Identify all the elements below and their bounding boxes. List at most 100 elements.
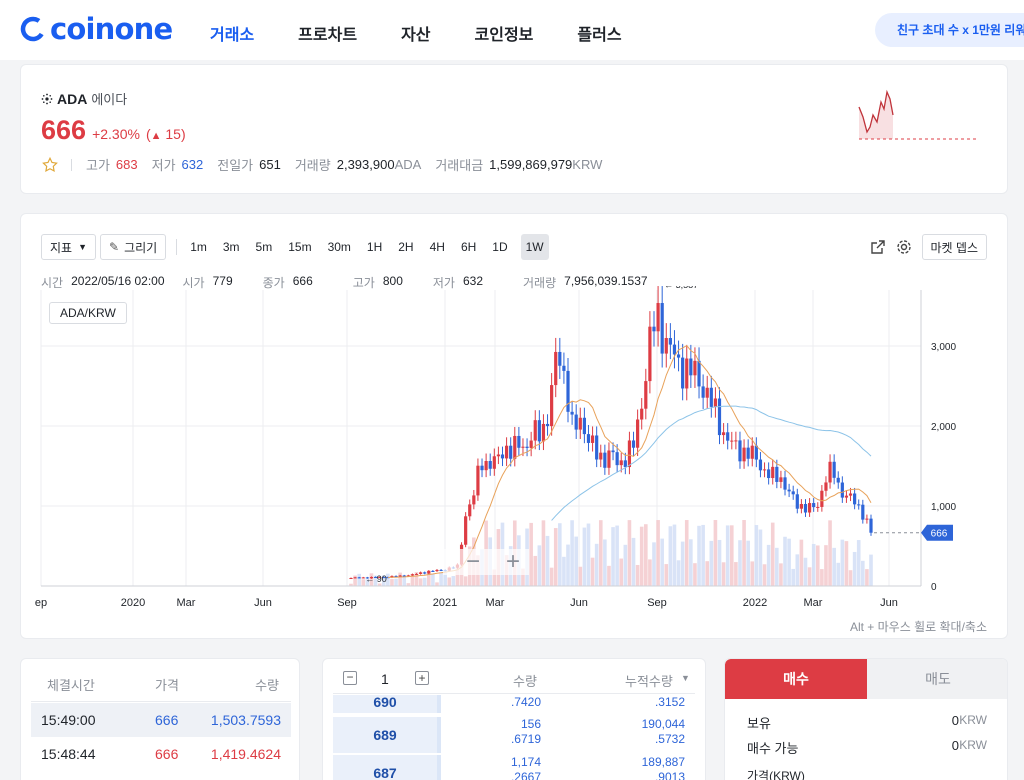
cardano-icon — [41, 93, 53, 104]
volume-bar — [725, 525, 730, 586]
tf-1h[interactable]: 1H — [366, 240, 383, 254]
prev-label: 전일가 — [217, 158, 254, 173]
tf-4h[interactable]: 4H — [429, 240, 445, 254]
depth-bar — [437, 695, 441, 713]
star-icon[interactable] — [41, 156, 59, 174]
x-tick-label: Sep — [337, 597, 357, 609]
avail-unit: KRW — [959, 738, 987, 752]
price-cell: 687 — [333, 755, 437, 780]
volume-bar — [381, 575, 386, 586]
candle-body — [869, 518, 873, 533]
candle-body — [627, 440, 632, 468]
nav-prochart[interactable]: 프로차트 — [298, 27, 358, 44]
candle-body — [369, 576, 374, 579]
volume-bar — [701, 524, 705, 586]
coin-title[interactable]: ADA 에이다 — [41, 89, 127, 108]
volume-bars — [349, 520, 873, 586]
candle-body — [803, 504, 808, 513]
volume-bar — [418, 578, 423, 586]
change-abs: 15 — [165, 126, 181, 142]
last-price-label: 666 — [931, 529, 948, 540]
volume-bar — [390, 579, 394, 586]
market-depth-button[interactable]: 마켓 뎁스 — [921, 234, 987, 260]
nav-coin-info[interactable]: 코인정보 — [474, 27, 534, 44]
volume-bar — [558, 523, 562, 586]
tf-30m[interactable]: 30m — [327, 240, 351, 254]
volume-bar — [738, 540, 742, 586]
candle-body — [795, 494, 799, 509]
nav-plus[interactable]: 플러스 — [577, 27, 622, 44]
nav-exchange[interactable]: 거래소 — [210, 27, 255, 44]
candle-body — [832, 461, 836, 478]
tf-5m[interactable]: 5m — [255, 240, 273, 254]
sort-down-icon[interactable]: ▼ — [681, 673, 690, 683]
main-nav: 거래소 프로차트 자산 코인정보 플러스 — [210, 21, 666, 45]
volume-bar — [766, 544, 771, 586]
tf-3m[interactable]: 3m — [222, 240, 240, 254]
pair-label: ADA/KRW — [49, 302, 127, 324]
caret-down-icon: ▼ — [78, 242, 88, 252]
zoom-out-icon: − — [466, 548, 480, 575]
tf-1d[interactable]: 1D — [492, 240, 508, 254]
candle-body — [468, 504, 472, 517]
volume-bar — [533, 555, 538, 586]
volume-bar — [746, 540, 750, 586]
buy-tab[interactable]: 매수 — [725, 659, 867, 699]
last-price-tag — [921, 524, 953, 541]
trade-row: 15:49:00 666 1,503.7593 — [31, 703, 291, 737]
price-chart[interactable]: ep 2020 Mar Jun Sep 2021 Mar Jun Sep 2022 Mar Jun 0 1… — [21, 286, 1007, 616]
hold-label: 보유 — [747, 716, 771, 731]
candle-body — [816, 506, 820, 508]
tf-1m[interactable]: 1m — [190, 240, 207, 254]
candle-body — [861, 504, 865, 520]
draw-button[interactable]: ✎ 그리기 — [100, 234, 167, 260]
candle-body — [820, 490, 824, 507]
volume-bar — [611, 527, 615, 586]
plus-icon[interactable]: + — [415, 671, 429, 685]
sell-tab[interactable]: 매도 — [867, 659, 1007, 699]
candle-body — [517, 435, 521, 448]
coinone-logo[interactable]: coinone — [20, 12, 173, 46]
candle-body — [709, 387, 713, 407]
tf-2h[interactable]: 2H — [398, 240, 414, 254]
price-cell: 689 — [333, 717, 437, 753]
volume-bar — [521, 568, 525, 586]
candle-body — [599, 452, 603, 460]
orderbook-row[interactable]: 687 1,174 .2667 189,887 .9013 — [333, 755, 695, 780]
nav-assets[interactable]: 자산 — [401, 27, 431, 44]
promo-banner[interactable]: 친구 초대 수 x 1만원 리워 — [875, 13, 1024, 47]
tf-1w[interactable]: 1W — [520, 234, 549, 260]
popout-icon[interactable] — [870, 239, 886, 255]
volume-bar — [549, 567, 554, 586]
coinone-logo-icon — [20, 16, 46, 42]
trade-qty: 1,419.4624 — [210, 746, 281, 762]
candle-body — [812, 503, 816, 508]
candle-body — [431, 570, 435, 572]
candle-body — [668, 338, 672, 345]
candle-body — [701, 386, 705, 398]
volume-bar — [848, 570, 853, 586]
stats-row: 고가 683 저가 632 전일가 651 거래량 2,393,900 ADA 거래대금 1… — [41, 155, 616, 174]
orderbook-row[interactable]: 690 .7420 .3152 — [333, 695, 695, 713]
volume-bar — [656, 520, 660, 586]
volume-bar — [856, 540, 861, 586]
candle-body — [631, 440, 636, 448]
coin-symbol: ADA — [57, 90, 88, 107]
x-tick-label: Jun — [254, 597, 272, 609]
tf-6h[interactable]: 6H — [460, 240, 477, 254]
candle-body — [386, 577, 390, 579]
hold-unit: KRW — [959, 713, 987, 727]
volume-bar — [664, 564, 669, 586]
min-price-label: ← 90 — [365, 574, 387, 584]
tf-15m[interactable]: 15m — [288, 240, 312, 254]
minus-icon[interactable]: − — [343, 671, 357, 685]
indicator-button[interactable]: 지표 ▼ — [41, 234, 97, 260]
gear-icon[interactable] — [896, 239, 912, 255]
volume-bar — [828, 520, 832, 586]
candle-body — [705, 387, 709, 398]
volume-bar — [852, 551, 857, 586]
volume-bar — [377, 583, 382, 586]
orderbook-row[interactable]: 689 156 .6719 190,044 .5732 — [333, 717, 695, 753]
depth-bar — [437, 717, 441, 753]
candle-body — [746, 447, 750, 459]
